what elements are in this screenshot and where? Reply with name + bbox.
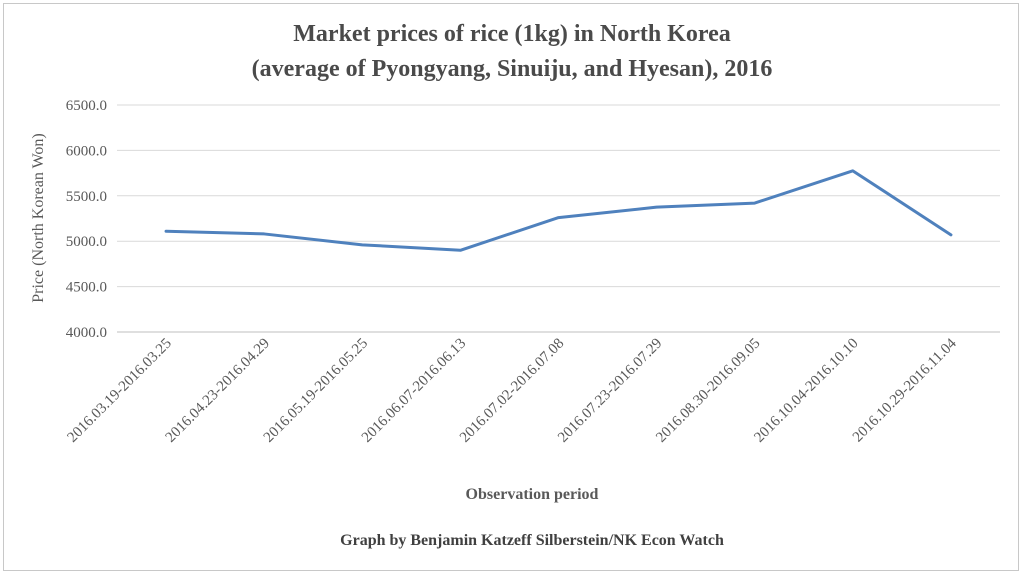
- x-tick-label: 2016.08.30-2016.09.05: [653, 336, 763, 446]
- y-tick-label: 5000.0: [66, 234, 107, 250]
- series-group: [164, 169, 953, 252]
- x-tick-label: 2016.07.02-2016.07.08: [457, 336, 567, 446]
- x-axis-ticks: 2016.03.19-2016.03.252016.04.23-2016.04.…: [65, 335, 961, 446]
- y-tick-label: 6500.0: [66, 98, 107, 114]
- y-axis-title: Price (North Korean Won): [30, 133, 47, 302]
- y-tick-label: 4500.0: [66, 280, 107, 296]
- gridlines: [117, 104, 1000, 333]
- x-tick-label: 2016.07.23-2016.07.29: [555, 336, 665, 446]
- y-tick-label: 4000.0: [66, 325, 107, 341]
- x-tick-label: 2016.06.07-2016.06.13: [359, 336, 469, 446]
- chart-credit: Graph by Benjamin Katzeff Silberstein/NK…: [340, 532, 724, 549]
- x-tick-label: 2016.10.29-2016.11.04: [850, 335, 960, 445]
- x-tick-label: 2016.03.19-2016.03.25: [65, 336, 175, 446]
- y-tick-label: 6000.0: [66, 143, 107, 159]
- chart-title-line-1: Market prices of rice (1kg) in North Kor…: [293, 21, 730, 47]
- series-line: [164, 169, 953, 252]
- y-axis-ticks: 4000.0 4500.0 5000.0 5500.0 6000.0 6500.0: [66, 98, 107, 341]
- x-tick-label: 2016.04.23-2016.04.29: [163, 336, 273, 446]
- y-tick-label: 5500.0: [66, 189, 107, 205]
- x-tick-label: 2016.05.19-2016.05.25: [261, 336, 371, 446]
- x-axis-title: Observation period: [466, 486, 599, 503]
- chart-title-line-2: (average of Pyongyang, Sinuiju, and Hyes…: [252, 56, 773, 82]
- x-tick-label: 2016.10.04-2016.10.10: [751, 336, 861, 446]
